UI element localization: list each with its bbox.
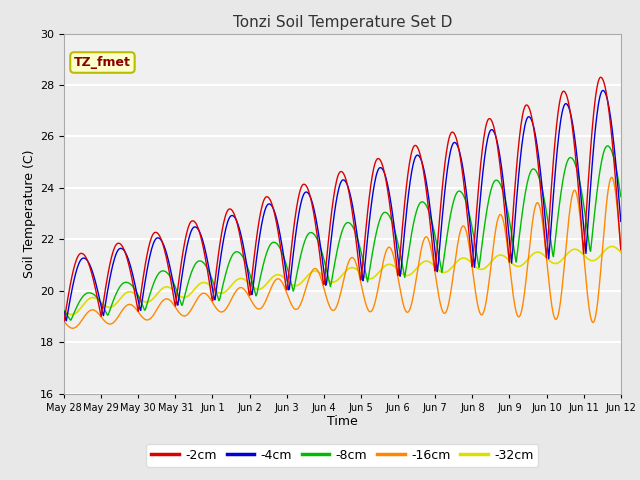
X-axis label: Time: Time <box>327 415 358 429</box>
Legend: -2cm, -4cm, -8cm, -16cm, -32cm: -2cm, -4cm, -8cm, -16cm, -32cm <box>147 444 538 467</box>
Text: TZ_fmet: TZ_fmet <box>74 56 131 69</box>
Title: Tonzi Soil Temperature Set D: Tonzi Soil Temperature Set D <box>233 15 452 30</box>
Y-axis label: Soil Temperature (C): Soil Temperature (C) <box>23 149 36 278</box>
